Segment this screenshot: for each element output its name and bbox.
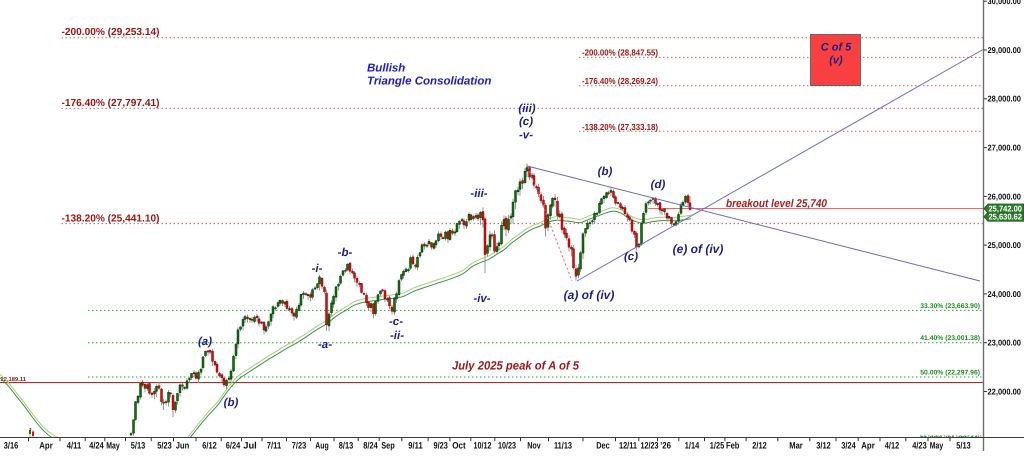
svg-text:(a) of (iv): (a) of (iv) <box>564 288 615 302</box>
svg-text:33.30% (23,663.90): 33.30% (23,663.90) <box>920 303 980 310</box>
svg-text:’26: ’26 <box>660 441 671 451</box>
svg-text:25,742.00: 25,742.00 <box>989 203 1023 213</box>
svg-text:Feb: Feb <box>726 441 740 451</box>
svg-text:Nov: Nov <box>527 441 541 451</box>
svg-text:(d): (d) <box>651 179 666 191</box>
svg-text:(c): (c) <box>624 251 638 263</box>
svg-text:25,000.00: 25,000.00 <box>988 240 1022 250</box>
svg-text:(c): (c) <box>519 116 533 128</box>
svg-text:Apr: Apr <box>861 441 875 451</box>
svg-text:-176.40% (27,797.41): -176.40% (27,797.41) <box>62 98 160 109</box>
svg-text:May: May <box>106 441 120 451</box>
svg-text:50.00% (22,297.96): 50.00% (22,297.96) <box>920 369 980 376</box>
svg-text:-i-: -i- <box>312 263 323 275</box>
svg-text:8/13: 8/13 <box>339 441 353 451</box>
svg-text:4/23: 4/23 <box>912 441 926 451</box>
svg-text:(b): (b) <box>598 166 613 178</box>
svg-text:28,000.00: 28,000.00 <box>988 94 1022 104</box>
svg-text:10/23: 10/23 <box>498 441 516 451</box>
svg-text:(iii): (iii) <box>518 103 535 115</box>
svg-text:29,000.00: 29,000.00 <box>988 45 1022 55</box>
svg-text:breakout level 25,740: breakout level 25,740 <box>726 198 828 210</box>
svg-text:26,000.00: 26,000.00 <box>988 191 1022 201</box>
svg-text:Jul: Jul <box>243 441 257 451</box>
svg-text:30,000.00: 30,000.00 <box>988 0 1022 6</box>
svg-text:(a): (a) <box>198 336 212 348</box>
svg-text:1/14: 1/14 <box>685 441 700 451</box>
svg-text:May: May <box>930 441 944 451</box>
svg-text:Triangle Consolidation: Triangle Consolidation <box>367 76 491 88</box>
svg-text:10/12: 10/12 <box>474 441 492 451</box>
svg-text:(e) of (iv): (e) of (iv) <box>673 242 724 256</box>
svg-text:Jun: Jun <box>176 441 190 451</box>
svg-text:(v): (v) <box>829 55 843 67</box>
svg-text:-b-: -b- <box>338 247 353 259</box>
svg-text:-ii-: -ii- <box>390 330 404 342</box>
svg-text:-v-: -v- <box>519 130 533 142</box>
svg-text:12/23: 12/23 <box>641 441 659 451</box>
svg-text:-138.20% (27,333.18): -138.20% (27,333.18) <box>582 122 658 132</box>
svg-text:7/23: 7/23 <box>292 441 306 451</box>
svg-text:-c-: -c- <box>389 316 403 328</box>
svg-text:Oct: Oct <box>452 441 466 451</box>
svg-text:-200.00% (28,847.55): -200.00% (28,847.55) <box>582 48 658 58</box>
svg-text:4/24: 4/24 <box>89 441 104 451</box>
svg-text:4/11: 4/11 <box>67 441 81 451</box>
svg-text:11/13: 11/13 <box>554 441 572 451</box>
svg-text:-iv-: -iv- <box>473 293 490 305</box>
svg-text:24,000.00: 24,000.00 <box>988 289 1022 299</box>
svg-text:Sep: Sep <box>381 441 395 451</box>
svg-text:9/23: 9/23 <box>434 441 448 451</box>
svg-text:3/12: 3/12 <box>816 441 830 451</box>
svg-text:12/11: 12/11 <box>619 441 637 451</box>
svg-text:Mar: Mar <box>789 441 803 451</box>
svg-text:25,630.62: 25,630.62 <box>989 212 1023 222</box>
svg-text:4/12: 4/12 <box>885 441 899 451</box>
svg-text:27,000.00: 27,000.00 <box>988 143 1022 153</box>
svg-text:Dec: Dec <box>596 441 610 451</box>
svg-text:7/11: 7/11 <box>267 441 281 451</box>
svg-text:8/24: 8/24 <box>363 441 378 451</box>
svg-text:6/12: 6/12 <box>202 441 216 451</box>
svg-text:23,000.00: 23,000.00 <box>988 338 1022 348</box>
svg-text:Bullish: Bullish <box>367 63 405 75</box>
svg-text:5/13: 5/13 <box>131 441 145 451</box>
svg-text:61.80% (21,435.16): 61.80% (21,435.16) <box>920 436 980 443</box>
svg-text:-138.20% (25,441.10): -138.20% (25,441.10) <box>62 213 160 224</box>
svg-text:22,189.11: 22,189.11 <box>1 376 27 383</box>
svg-text:-a-: -a- <box>318 339 332 351</box>
svg-text:41.40% (23,001.38): 41.40% (23,001.38) <box>920 335 980 342</box>
svg-text:Apr: Apr <box>39 441 53 451</box>
svg-text:-176.40% (28,269.24): -176.40% (28,269.24) <box>582 76 658 86</box>
svg-text:-iii-: -iii- <box>470 188 487 200</box>
svg-text:2/12: 2/12 <box>752 441 766 451</box>
svg-text:5/13: 5/13 <box>956 441 970 451</box>
svg-text:C of 5: C of 5 <box>821 42 852 54</box>
svg-text:6/24: 6/24 <box>226 441 241 451</box>
svg-text:3/16: 3/16 <box>4 441 18 451</box>
svg-text:3/24: 3/24 <box>841 441 856 451</box>
svg-text:July 2025 peak of A of 5: July 2025 peak of A of 5 <box>452 359 579 373</box>
svg-text:-200.00% (29,253.14): -200.00% (29,253.14) <box>62 27 160 38</box>
svg-text:(b): (b) <box>224 397 239 409</box>
svg-text:Aug: Aug <box>315 441 329 451</box>
svg-text:9/11: 9/11 <box>408 441 422 451</box>
svg-text:1/25: 1/25 <box>710 441 724 451</box>
svg-text:5/23: 5/23 <box>157 441 171 451</box>
svg-text:22,000.00: 22,000.00 <box>988 386 1022 396</box>
